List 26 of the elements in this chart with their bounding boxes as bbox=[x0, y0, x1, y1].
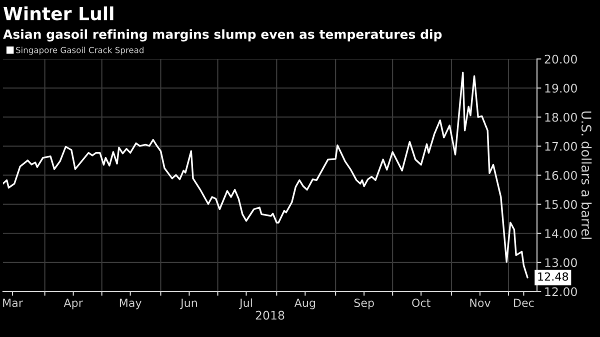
x-tick-label: Mar bbox=[3, 298, 23, 308]
legend-label: Singapore Gasoil Crack Spread bbox=[16, 46, 144, 55]
x-tick-label: Sep bbox=[354, 298, 374, 310]
x-tick-label: Apr bbox=[64, 298, 83, 310]
line-series bbox=[3, 72, 528, 278]
y-tick-label: 13.00 bbox=[545, 258, 577, 268]
x-tick-label: May bbox=[120, 298, 142, 310]
y-tick-label: 12.00 bbox=[545, 287, 577, 296]
x-axis-title: 2018 bbox=[256, 310, 284, 320]
y-tick-label: 18.00 bbox=[545, 112, 577, 122]
annotation: 12.48 bbox=[538, 272, 568, 281]
x-tick-label: Aug bbox=[294, 298, 315, 310]
y-tick-label: 19.00 bbox=[545, 84, 577, 93]
y-tick-label: 16.00 bbox=[545, 170, 577, 180]
y-tick-label: 20.00 bbox=[544, 54, 577, 64]
x-tick-label: Nov bbox=[470, 298, 490, 308]
chart-subtitle: Asian gasoil refining margins slump even as temperatures dip bbox=[3, 29, 442, 42]
y-tick-label: 15.00 bbox=[545, 200, 577, 209]
x-tick-label: Jul bbox=[238, 298, 252, 310]
chart-title: Winter Lull bbox=[4, 6, 114, 20]
x-tick-label: Jun bbox=[180, 298, 197, 310]
y-tick-label: 17.00 bbox=[545, 142, 577, 151]
x-tick-label: Oct bbox=[412, 298, 430, 308]
x-tick-label: Dec bbox=[514, 298, 534, 308]
y-axis-title: U.S. dollars a barrel bbox=[581, 111, 592, 239]
y-tick-label: 14.00 bbox=[545, 229, 577, 238]
